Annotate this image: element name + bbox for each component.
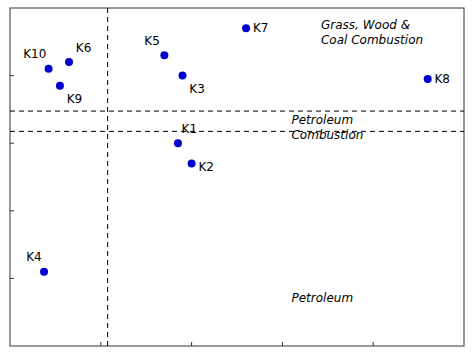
point-label: K9 xyxy=(67,92,83,106)
point xyxy=(40,268,48,276)
divider-horizontal xyxy=(10,111,464,112)
point xyxy=(188,159,196,167)
y-tick xyxy=(10,210,14,211)
x-tick xyxy=(191,342,192,346)
plot-area xyxy=(10,8,464,346)
point xyxy=(56,82,64,90)
point xyxy=(179,72,187,80)
divider-vertical xyxy=(107,8,108,346)
divider-horizontal xyxy=(10,131,464,132)
point-label: K8 xyxy=(434,72,450,86)
region-label: Grass, Wood &Coal Combustion xyxy=(321,18,423,47)
point-label: K2 xyxy=(198,160,214,174)
region-label-line: Grass, Wood & xyxy=(321,18,410,32)
x-tick xyxy=(373,342,374,346)
point-label: K1 xyxy=(182,122,198,136)
point-label: K5 xyxy=(144,34,160,48)
point xyxy=(174,139,182,147)
point-label: K7 xyxy=(253,21,269,35)
point xyxy=(65,58,73,66)
region-label: PetroleumCombustion xyxy=(291,113,363,142)
x-tick xyxy=(100,342,101,346)
region-label-line: Petroleum xyxy=(291,113,353,127)
point xyxy=(424,75,432,83)
region-label-line: Coal Combustion xyxy=(321,33,423,47)
plot-frame xyxy=(10,8,464,346)
point-label: K3 xyxy=(189,82,205,96)
chart: K10 K6 K9 K5 K3 K7 K8 K1 K2 K4 Grass, Wood &Coal C… xyxy=(0,0,474,356)
point xyxy=(45,65,53,73)
y-tick xyxy=(10,143,14,144)
point-label: K6 xyxy=(76,41,92,55)
region-label-line: Combustion xyxy=(291,128,363,142)
y-tick xyxy=(10,278,14,279)
x-tick xyxy=(282,342,283,346)
point-label: K10 xyxy=(23,47,46,61)
region-label-line: Petroleum xyxy=(291,291,353,305)
point-label: K4 xyxy=(26,250,42,264)
y-tick xyxy=(10,75,14,76)
point xyxy=(242,24,250,32)
point xyxy=(160,51,168,59)
region-label: Petroleum xyxy=(291,291,353,305)
